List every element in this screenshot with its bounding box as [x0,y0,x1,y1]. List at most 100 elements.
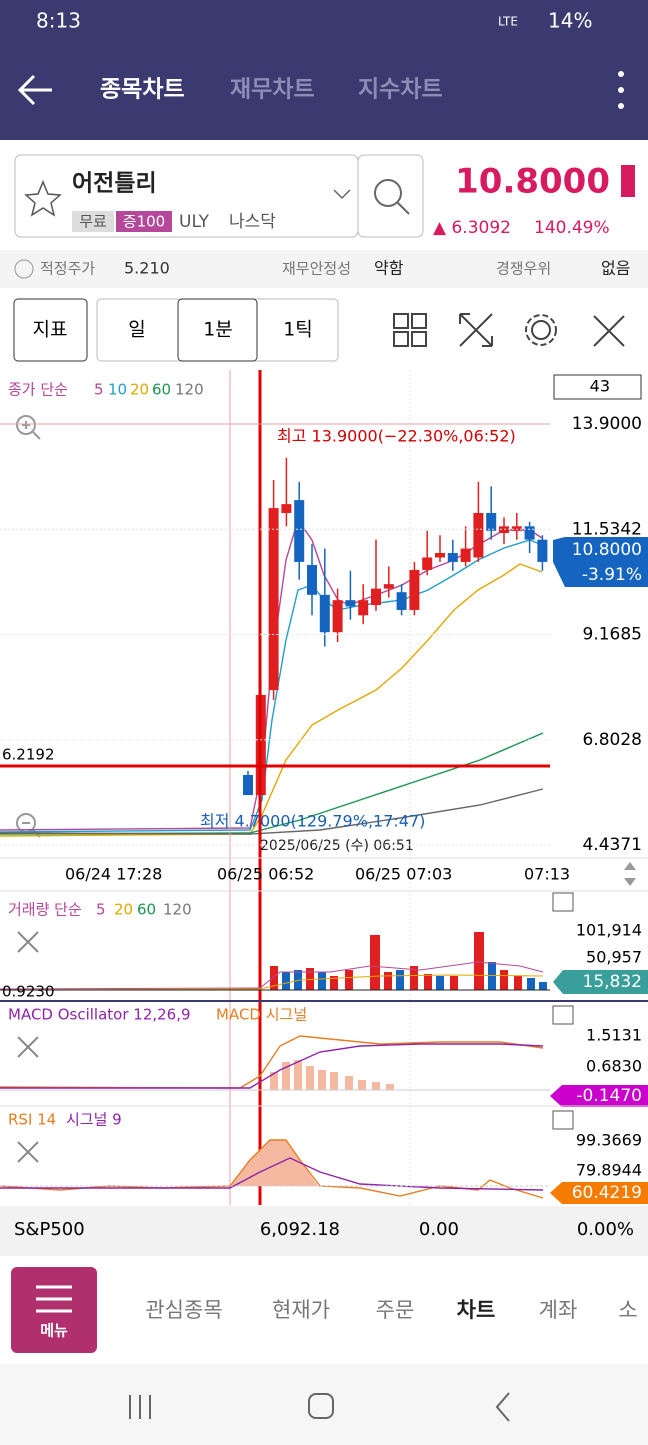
candle-body [486,512,497,531]
info-label: 재무안정성 [282,260,351,278]
low-annotation: 최저 4.7000(129.79%,17:47) [200,812,425,831]
macd-current: -0.1470 [576,1086,642,1106]
ma-legend: 5 [94,381,104,399]
ma-legend: 120 [175,381,204,399]
info-value: 약함 [374,259,404,278]
index-change-pct: 0.00% [577,1219,634,1240]
candle-body [243,775,253,796]
badge-margin: 증100 [123,213,165,231]
info-row [0,250,648,288]
tab[interactable]: 지수차트 [358,77,443,103]
period-selected[interactable] [177,298,258,362]
period-label[interactable]: 1분 [203,319,233,341]
pane-menus[interactable] [552,892,574,1130]
rsi-current: 60.4219 [572,1183,642,1203]
volume-legend: 120 [163,901,192,919]
candle-body [396,592,407,610]
info-label: 적정주가 [40,260,95,278]
info-value: 5.210 [124,259,170,278]
system-buttons[interactable] [129,1392,510,1422]
price-bar [621,165,635,197]
high-annotation: 최고 13.9000(−22.30%,06:52) [277,427,516,446]
dropdown[interactable] [333,189,351,200]
x-label: 06/24 17:28 [65,865,162,884]
help-icon[interactable] [14,259,34,279]
bottom-nav [0,1256,648,1364]
tab[interactable]: 재무차트 [230,77,315,103]
candle-body [345,600,356,607]
badge [72,211,114,232]
zoom-icons[interactable] [16,415,41,838]
nav-item-active[interactable]: 차트 [457,1298,496,1322]
tool-icons[interactable] [393,313,625,347]
nav-item[interactable]: 소 [618,1298,637,1322]
index-change: 0.00 [419,1219,459,1240]
info-label: 경쟁우위 [496,260,551,278]
favorite-star[interactable] [24,180,62,217]
x-label: 07:13 [524,865,570,884]
status-time: 8:13 [36,9,81,33]
volume-tag [553,970,648,994]
macd-signal: MACD 시그널 [216,1006,307,1024]
badge [116,211,172,232]
system-nav [0,1364,648,1445]
badge-free: 무료 [79,213,107,231]
price: 10.8000 [455,162,610,202]
nav-item[interactable]: 관심종목 [145,1298,222,1322]
candle-body [473,512,484,558]
rsi-title: RSI 14 [8,1111,56,1129]
candle-body [447,553,458,562]
ma-legend: 종가 단순 [8,381,68,399]
crosshair-time: 2025/06/25 (수) 06:51 [260,838,414,854]
ma-legend: 60 [152,381,171,399]
volume-legend: 거래량 단순 [8,901,82,919]
index-bar [0,1206,648,1256]
rsi-tick: 99.3669 [576,1131,642,1150]
nav-item[interactable]: 계좌 [539,1298,578,1322]
candle-body [268,508,279,691]
nav-item[interactable]: 주문 [376,1298,415,1322]
candle-body [358,600,369,616]
back-button[interactable] [17,74,52,106]
macd-tick: 1.5131 [586,1026,642,1045]
candle-body [319,594,330,633]
search-button[interactable] [357,154,424,238]
y-tick-label: 11.5342 [572,519,642,539]
volume-legend: 60 [137,901,156,919]
volume-current: 15,832 [583,972,642,992]
current-pct: -3.91% [582,565,642,585]
nav-item[interactable]: 현재가 [272,1298,330,1322]
macd-lines [0,1035,544,1089]
header-bg [0,0,648,140]
rsi-signal: 시그널 9 [66,1111,122,1129]
menu-label: 메뉴 [40,1322,68,1340]
candle-body [294,500,305,562]
x-label: 06/25 07:03 [355,865,452,884]
rsi-tick: 79.8944 [576,1161,642,1180]
y-tick-label: 9.1685 [583,625,642,645]
rsi-overbought-fill [230,1140,318,1186]
more-menu[interactable] [618,71,624,109]
market: 나스닥 [229,212,276,232]
period-label[interactable]: 1틱 [283,319,313,341]
close-icons[interactable] [17,931,39,1163]
macd-tag [550,1085,648,1107]
candle-body [371,588,381,606]
candle-body [511,526,522,531]
macd-title: MACD Oscillator 12,26,9 [8,1006,191,1024]
candle-body [281,504,292,513]
change-pct: 140.49% [534,218,610,238]
change: ▲ 6.3092 [433,218,511,238]
candle-body [460,548,471,562]
current-price-tag [553,537,648,587]
candle-body [383,584,394,589]
status-network: LTE [498,15,518,29]
candle-body [332,600,343,633]
indicator-button[interactable] [13,298,88,362]
period-label[interactable]: 일 [128,319,145,341]
scroll-arrows[interactable] [624,862,636,886]
count: 43 [590,377,610,396]
crosshair-price: 6.2192 [2,746,55,764]
volume-tick: 101,914 [576,921,642,940]
tab-active[interactable]: 종목차트 [100,77,185,103]
